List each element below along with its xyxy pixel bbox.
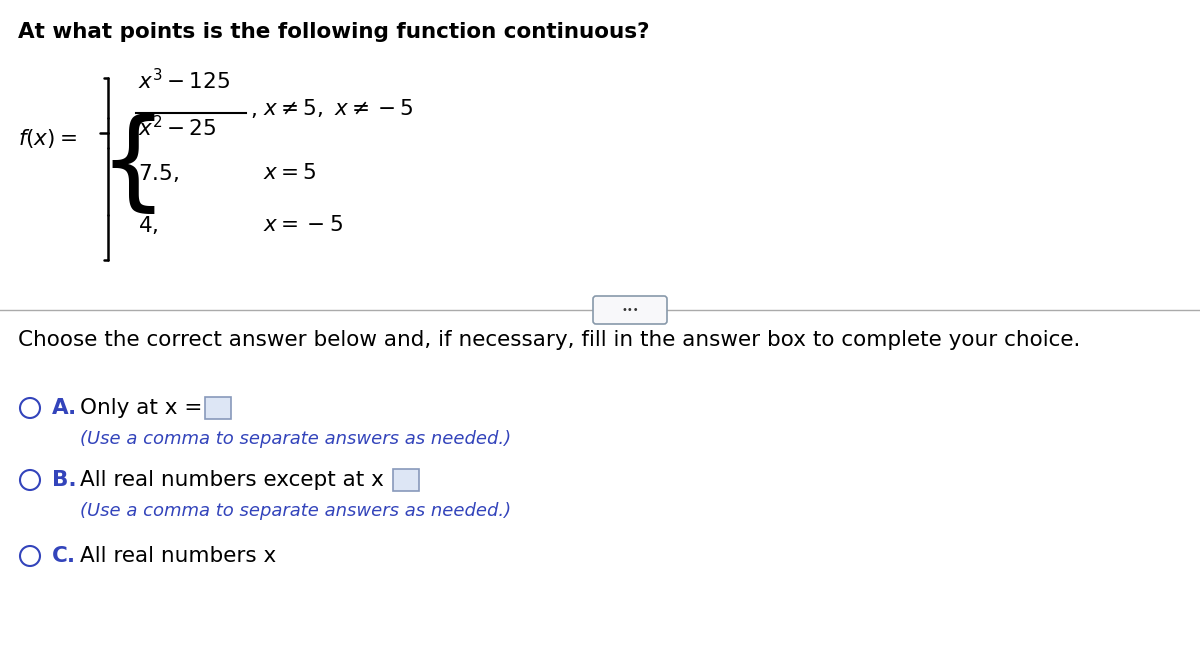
Text: $4,$: $4,$ [138, 214, 158, 236]
Text: $x\neq5,\ x\neq-5$: $x\neq5,\ x\neq-5$ [263, 97, 414, 119]
Text: B.: B. [52, 470, 77, 490]
Text: C.: C. [52, 546, 76, 566]
Text: $x^3-125$: $x^3-125$ [138, 68, 230, 93]
Text: $x^2-25$: $x^2-25$ [138, 115, 216, 140]
Text: $\{$: $\{$ [98, 116, 155, 220]
Text: Only at x =: Only at x = [80, 398, 203, 418]
FancyBboxPatch shape [205, 397, 230, 419]
Text: $x=5$: $x=5$ [263, 163, 317, 183]
Text: At what points is the following function continuous?: At what points is the following function… [18, 22, 649, 42]
Text: •••: ••• [622, 305, 638, 315]
Text: All real numbers except at x =: All real numbers except at x = [80, 470, 409, 490]
Text: $x=-5$: $x=-5$ [263, 215, 343, 235]
Text: (Use a comma to separate answers as needed.): (Use a comma to separate answers as need… [80, 430, 511, 448]
Text: (Use a comma to separate answers as needed.): (Use a comma to separate answers as need… [80, 502, 511, 520]
Text: A.: A. [52, 398, 77, 418]
Text: $7.5,$: $7.5,$ [138, 162, 179, 184]
Text: Choose the correct answer below and, if necessary, fill in the answer box to com: Choose the correct answer below and, if … [18, 330, 1080, 350]
Text: All real numbers x: All real numbers x [80, 546, 276, 566]
FancyBboxPatch shape [394, 469, 419, 491]
Text: $f(x) =$: $f(x) =$ [18, 126, 77, 149]
FancyBboxPatch shape [593, 296, 667, 324]
Text: ,: , [250, 100, 257, 120]
